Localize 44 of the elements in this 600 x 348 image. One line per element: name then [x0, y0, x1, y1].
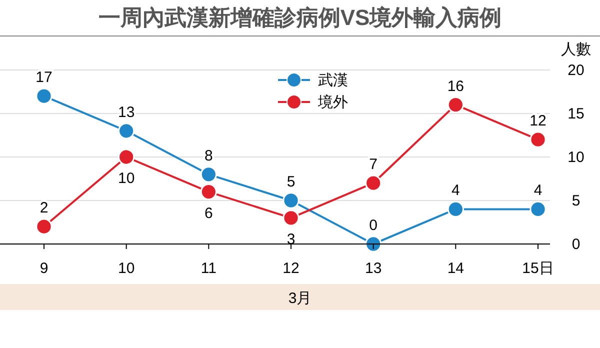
point — [200, 183, 217, 200]
point — [118, 122, 135, 140]
x-tick-label: 10 — [118, 260, 135, 277]
data-label: 10 — [118, 170, 135, 187]
x-axis-title: 3月 — [288, 290, 312, 307]
data-label: 2 — [40, 200, 48, 217]
point — [530, 131, 546, 148]
data-label: 0 — [369, 217, 378, 234]
y-tick-label: 5 — [572, 192, 580, 210]
point — [282, 192, 300, 209]
data-label: 8 — [204, 147, 213, 164]
legend-label: 武漢 — [318, 72, 348, 89]
x-tick-label: 15日 — [522, 260, 554, 277]
legend-label: 境外 — [317, 94, 348, 111]
data-label: 16 — [447, 78, 464, 95]
data-label: 6 — [204, 204, 213, 222]
data-label: 7 — [369, 156, 378, 174]
x-tick-label: 11 — [200, 260, 216, 277]
point — [530, 200, 546, 218]
point — [365, 236, 382, 252]
x-tick-label: 14 — [447, 260, 464, 277]
data-label: 4 — [534, 182, 542, 200]
y-tick-label: 10 — [568, 148, 584, 166]
point — [118, 148, 135, 166]
x-tick-label: 9 — [40, 260, 48, 277]
point — [36, 88, 52, 104]
data-label: 4 — [451, 182, 460, 200]
point — [282, 210, 300, 226]
point — [36, 218, 52, 235]
x-tick-label: 12 — [282, 260, 300, 277]
data-label: 17 — [36, 69, 52, 86]
point — [447, 96, 464, 114]
y-tick-label: 20 — [568, 62, 584, 79]
point — [365, 174, 382, 192]
x-tick-label: 13 — [364, 260, 382, 277]
point — [200, 166, 217, 183]
y-tick-label: 0 — [572, 236, 580, 253]
point — [447, 200, 464, 218]
data-label: 12 — [530, 112, 546, 130]
y-axis-title: 人數 — [561, 41, 591, 58]
data-label: 13 — [118, 104, 135, 121]
y-tick-label: 15 — [568, 105, 584, 122]
chart-title: 一周內武漢新增確診病例VS境外輸入病例 — [98, 5, 502, 30]
data-label: 5 — [286, 174, 296, 190]
